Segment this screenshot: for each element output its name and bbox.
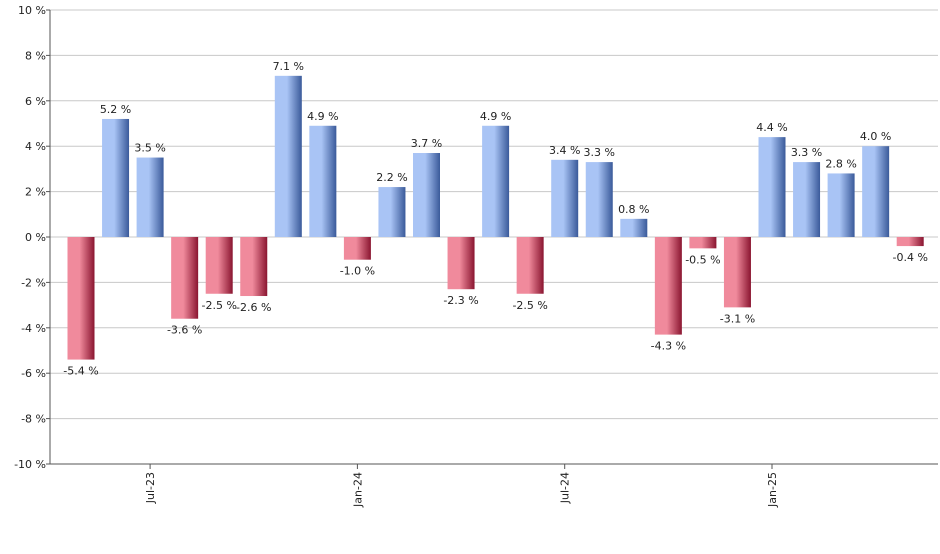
bar xyxy=(723,237,751,308)
bar xyxy=(585,162,613,237)
bar xyxy=(862,146,890,237)
bar xyxy=(205,237,233,294)
y-tick-label: 6 % xyxy=(25,95,46,108)
bar-value-label: -5.4 % xyxy=(63,365,98,378)
bar-value-label: 4.4 % xyxy=(756,121,787,134)
bar-value-label: -2.6 % xyxy=(236,301,271,314)
bar-value-label: -0.5 % xyxy=(685,253,720,266)
bar-value-label: 2.2 % xyxy=(376,171,407,184)
bar-value-label: -0.4 % xyxy=(892,251,927,264)
bar-value-label: -2.3 % xyxy=(443,294,478,307)
bar-value-label: 5.2 % xyxy=(100,103,131,116)
bar xyxy=(447,237,475,290)
bar xyxy=(516,237,544,294)
bar xyxy=(343,237,371,260)
bar-value-label: 4.9 % xyxy=(307,110,338,123)
bar xyxy=(274,75,302,237)
bar xyxy=(758,137,786,237)
bar-value-label: 3.3 % xyxy=(584,146,615,159)
y-tick-label: 8 % xyxy=(25,49,46,62)
y-tick-label: -2 % xyxy=(21,276,46,289)
bar xyxy=(240,237,268,297)
bar xyxy=(309,125,337,237)
y-tick-label: -4 % xyxy=(21,322,46,335)
bar-value-label: 4.0 % xyxy=(860,130,891,143)
bar xyxy=(378,187,406,237)
bar-value-label: 3.3 % xyxy=(791,146,822,159)
y-tick-label: 10 % xyxy=(18,4,46,17)
bar xyxy=(654,237,682,335)
bar-value-label: -4.3 % xyxy=(651,340,686,353)
x-tick-label: Jan-24 xyxy=(351,472,364,508)
x-tick-label: Jan-25 xyxy=(766,472,779,508)
bar-value-label: 3.7 % xyxy=(411,137,442,150)
bar-value-label: 4.9 % xyxy=(480,110,511,123)
bars-layer xyxy=(67,75,924,360)
bar-value-label: -2.5 % xyxy=(512,299,547,312)
value-labels-layer: -5.4 %5.2 %3.5 %-3.6 %-2.5 % -2.6 %7.1 %4… xyxy=(63,60,928,378)
bar-value-label: 3.4 % xyxy=(549,144,580,157)
bar-value-label: 0.8 % xyxy=(618,203,649,216)
y-tick-label: 0 % xyxy=(25,231,46,244)
bar xyxy=(551,159,579,237)
x-tick-label: Jul-23 xyxy=(144,472,157,504)
x-tick-label: Jul-24 xyxy=(559,472,572,504)
bar xyxy=(102,118,130,237)
bar xyxy=(413,153,440,237)
bar xyxy=(827,173,855,237)
bar-value-label: -1.0 % xyxy=(340,265,375,278)
bar xyxy=(482,125,510,237)
bar-value-label: 2.8 % xyxy=(825,157,856,170)
y-tick-label: -8 % xyxy=(21,413,46,426)
bar xyxy=(136,157,164,237)
bar xyxy=(793,162,821,237)
bar-value-label: 7.1 % xyxy=(273,60,304,73)
bar xyxy=(67,237,95,360)
y-tick-label: -6 % xyxy=(21,367,46,380)
bar xyxy=(689,237,717,249)
bar-value-label: -3.1 % xyxy=(720,312,755,325)
bar xyxy=(896,237,924,247)
bar-value-label: -3.6 % xyxy=(167,324,202,337)
bar-value-label: -2.5 % xyxy=(201,299,236,312)
bar xyxy=(171,237,199,319)
bar xyxy=(620,218,648,237)
y-tick-label: 2 % xyxy=(25,186,46,199)
y-tick-label: -10 % xyxy=(14,458,46,471)
axis-layer: -10 % -8 % -6 % -4 % -2 % 0 % 2 % 4 % 6 % 8 % 10 %… xyxy=(14,4,938,508)
bar-value-label: 3.5 % xyxy=(134,142,165,155)
y-tick-label: 4 % xyxy=(25,140,46,153)
